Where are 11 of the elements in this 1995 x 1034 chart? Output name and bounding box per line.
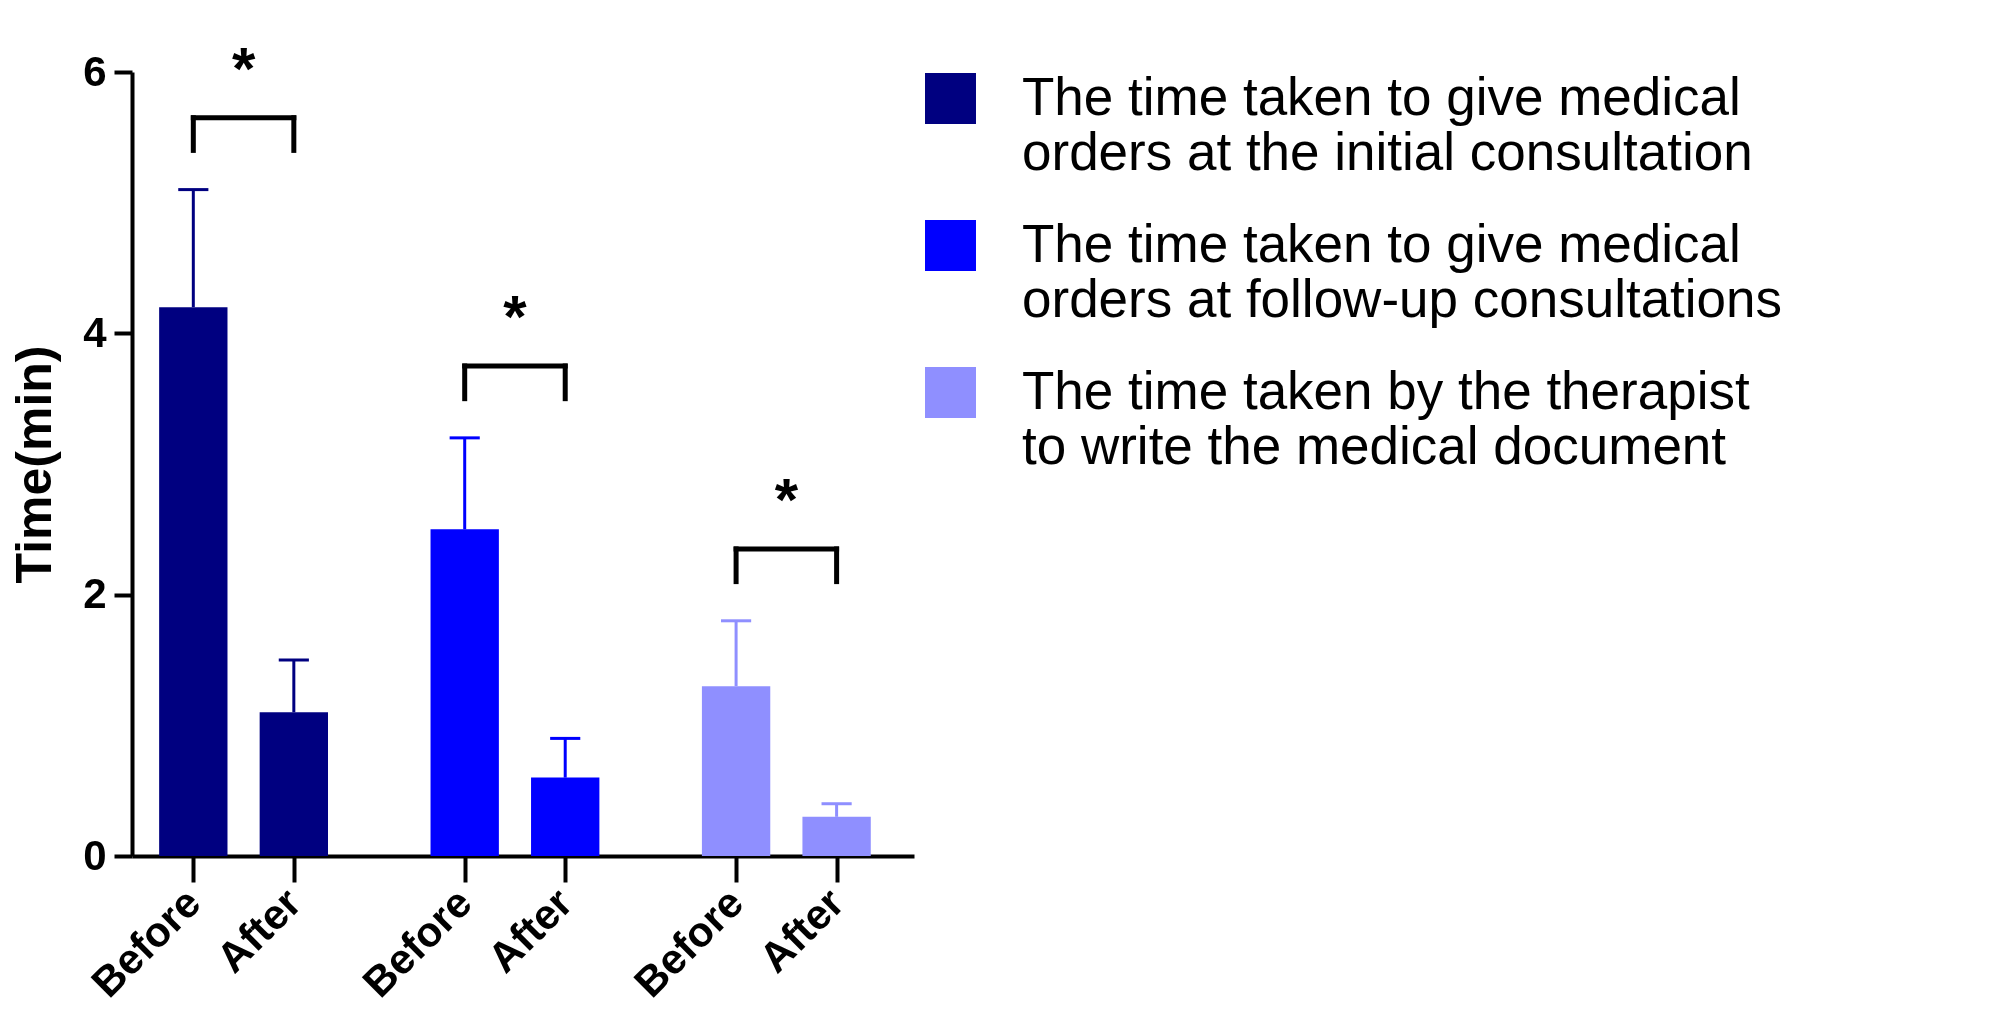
legend-label: The time taken to give medical orders at follow-up consultations: [1022, 213, 1783, 328]
y-tick-label: 0: [83, 831, 107, 879]
y-tick-label: 2: [83, 570, 107, 618]
legend-label: The time taken by the therapist to write the medical document: [1022, 360, 1750, 475]
y-tick-label: 4: [83, 308, 108, 356]
annotation: *: [774, 466, 799, 534]
y-tick-label: 6: [83, 47, 107, 95]
legend-label: The time taken to give medical orders at the initial consultation: [1022, 66, 1753, 181]
annotation: *: [231, 34, 256, 102]
y-axis-title: Time(min): [6, 345, 63, 584]
annotation: *: [503, 283, 528, 351]
